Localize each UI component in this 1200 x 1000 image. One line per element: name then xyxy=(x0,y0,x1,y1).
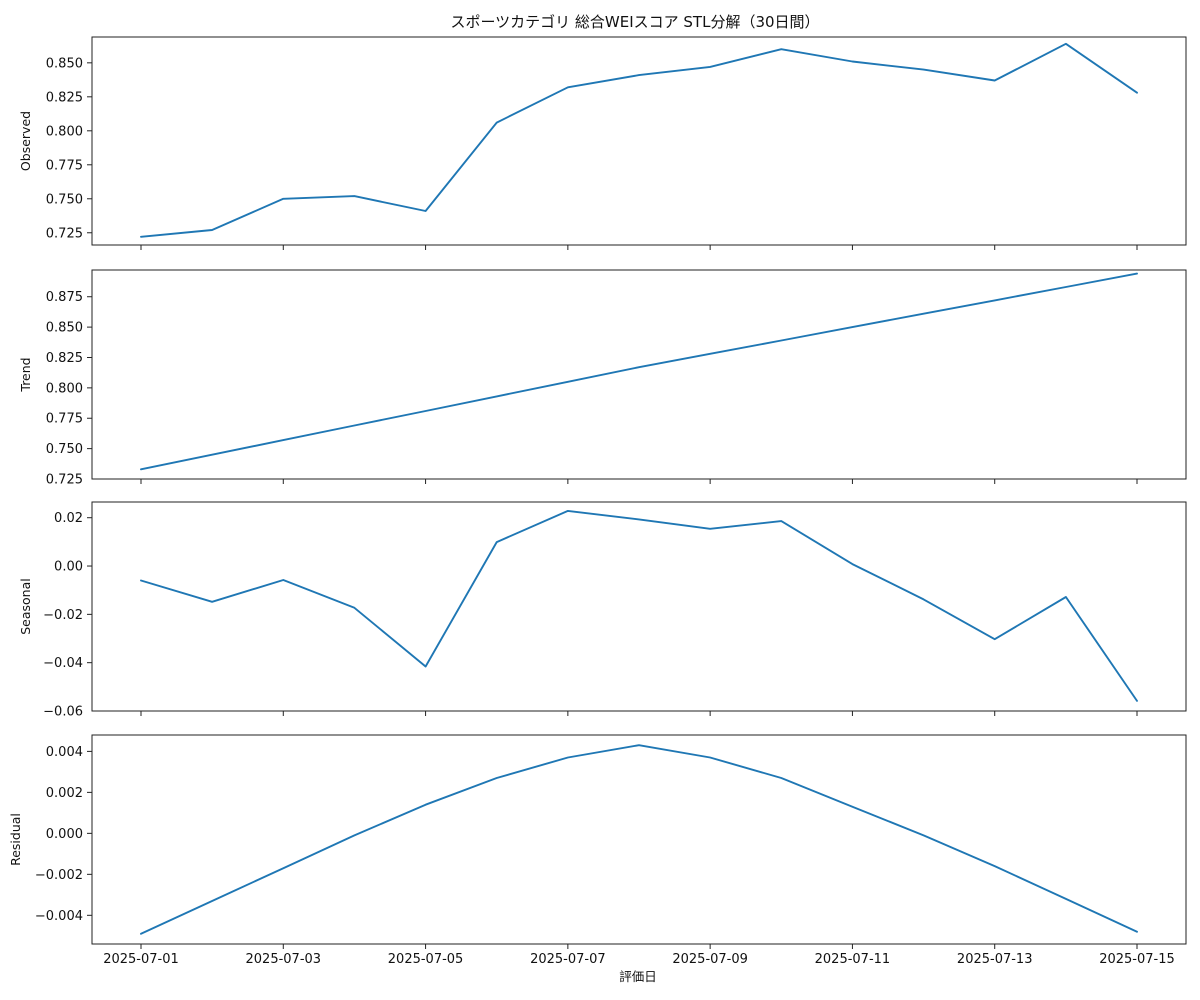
y-tick-label: 0.775 xyxy=(46,158,83,173)
y-axis-label-residual: Residual xyxy=(8,813,23,866)
y-tick-label: 0.002 xyxy=(46,786,83,801)
y-tick-label: 0.004 xyxy=(46,745,83,760)
panel-frame-seasonal xyxy=(91,501,1187,712)
y-tick-label: −0.04 xyxy=(43,656,83,671)
y-tick-label: 0.000 xyxy=(46,827,83,842)
y-tick-label: 0.725 xyxy=(46,473,83,488)
y-tick-label: 0.800 xyxy=(46,124,83,139)
panel-frame-observed xyxy=(91,36,1187,246)
y-tick-label: 0.875 xyxy=(46,290,83,305)
y-tick-label: 0.800 xyxy=(46,381,83,396)
x-tick-label: 2025-07-03 xyxy=(246,952,322,967)
x-tick-label: 2025-07-09 xyxy=(672,952,748,967)
y-tick-label: −0.02 xyxy=(43,608,83,623)
chart-title: スポーツカテゴリ 総合WEIスコア STL分解（30日間） xyxy=(450,13,819,31)
panel-frame-trend xyxy=(91,269,1187,480)
y-axis-label-trend: Trend xyxy=(18,357,33,392)
x-tick-label: 2025-07-15 xyxy=(1099,952,1175,967)
y-tick-label: 0.750 xyxy=(46,442,83,457)
y-tick-label: −0.004 xyxy=(35,909,83,924)
y-tick-label: 0.725 xyxy=(46,226,83,241)
panel-frame-residual xyxy=(91,734,1187,945)
y-tick-label: 0.00 xyxy=(54,560,83,575)
y-tick-label: −0.002 xyxy=(35,868,83,883)
y-tick-label: −0.06 xyxy=(43,705,83,720)
y-tick-label: 0.850 xyxy=(46,56,83,71)
y-tick-label: 0.825 xyxy=(46,90,83,105)
y-tick-label: 0.850 xyxy=(46,321,83,336)
y-tick-label: 0.750 xyxy=(46,192,83,207)
y-tick-label: 0.02 xyxy=(54,511,83,526)
x-tick-label: 2025-07-11 xyxy=(815,952,891,967)
x-axis-label: 評価日 xyxy=(619,969,657,984)
series-line-trend xyxy=(140,272,1138,471)
y-tick-label: 0.775 xyxy=(46,412,83,427)
series-line-seasonal xyxy=(140,509,1138,702)
y-tick-label: 0.825 xyxy=(46,351,83,366)
x-tick-label: 2025-07-07 xyxy=(530,952,606,967)
y-axis-label-observed: Observed xyxy=(18,111,33,171)
y-axis-label-seasonal: Seasonal xyxy=(18,578,33,635)
series-line-observed xyxy=(140,42,1138,238)
x-tick-label: 2025-07-05 xyxy=(388,952,464,967)
series-line-residual xyxy=(140,744,1138,935)
x-tick-label: 2025-07-01 xyxy=(103,952,179,967)
x-tick-label: 2025-07-13 xyxy=(957,952,1033,967)
